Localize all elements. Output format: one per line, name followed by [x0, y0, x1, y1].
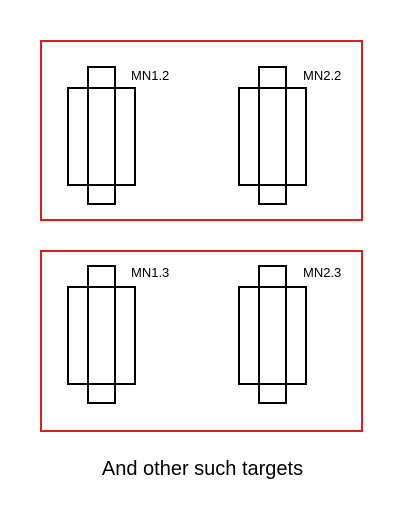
transistor-gate	[87, 66, 116, 205]
transistor-body	[67, 286, 136, 385]
transistor-body	[238, 87, 307, 186]
target-group-frame-bottom	[40, 250, 363, 432]
transistor-label-mn2-2: MN2.2	[303, 68, 342, 83]
transistor-label-mn1-3: MN1.3	[131, 265, 170, 280]
transistor-gate	[87, 265, 116, 404]
target-group-frame-top	[40, 40, 363, 221]
transistor-symbol-mn2-2	[238, 66, 307, 205]
transistor-body	[67, 87, 136, 186]
transistor-gate	[258, 66, 287, 205]
transistor-label-mn2-3: MN2.3	[303, 265, 342, 280]
transistor-symbol-mn2-3	[238, 265, 307, 404]
transistor-symbol-mn1-2	[67, 66, 136, 205]
transistor-gate	[258, 265, 287, 404]
transistor-symbol-mn1-3	[67, 265, 136, 404]
diagram-caption: And other such targets	[101, 458, 304, 480]
transistor-label-mn1-2: MN1.2	[131, 68, 170, 83]
transistor-body	[238, 286, 307, 385]
